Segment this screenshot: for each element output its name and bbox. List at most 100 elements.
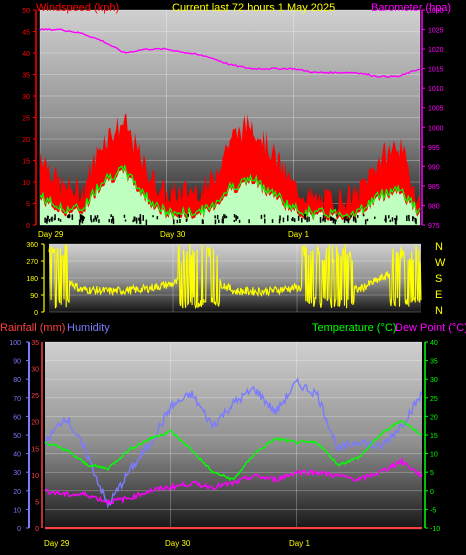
wind-calm-mark (366, 218, 369, 222)
windspeed-tick-label: 5 (26, 202, 30, 209)
wind-calm-mark (384, 215, 387, 221)
wind-calm-mark (138, 217, 141, 221)
wind-calm-mark (332, 218, 335, 224)
wind-calm-mark (291, 218, 293, 221)
temperature-tick-label: 30 (430, 377, 438, 384)
wind-calm-mark (82, 216, 85, 221)
barometer-tick-label: 995 (428, 145, 440, 152)
wind-calm-mark (335, 219, 337, 222)
wind-calm-mark (336, 214, 338, 217)
windspeed-tick-label: 25 (22, 116, 30, 123)
wind-calm-mark (90, 215, 92, 221)
wind-calm-mark (202, 219, 204, 224)
wind-calm-mark (271, 219, 274, 223)
temperature-tick-label: 5 (430, 470, 434, 477)
wind-calm-mark (78, 219, 81, 225)
humidity-tick-label: 30 (13, 470, 21, 477)
wind-calm-mark (81, 215, 83, 221)
wind-calm-mark (343, 217, 346, 223)
barometer-tick-label: 980 (428, 203, 440, 210)
direction-tick-label: 270 (26, 259, 38, 266)
direction-letter-e: E (435, 289, 442, 301)
direction-letter-w: W (435, 257, 446, 269)
wind-calm-mark (350, 215, 352, 218)
wind-calm-mark (179, 219, 181, 223)
wind-calm-mark (395, 215, 398, 221)
bottom-day-label-30: Day 30 (165, 539, 191, 548)
direction-tick-label: 360 (26, 242, 38, 249)
wind-calm-mark (96, 215, 99, 218)
temperature-tick-label: 35 (430, 359, 438, 366)
bottom-day-label-1: Day 1 (289, 539, 310, 548)
wind-calm-mark (282, 217, 285, 223)
wind-calm-mark (278, 219, 281, 224)
wind-calm-mark (287, 215, 289, 222)
barometer-tick-label: 1025 (428, 28, 444, 35)
direction-letter-n-bottom: N (435, 305, 443, 317)
wind-calm-mark (223, 214, 225, 217)
wind-calm-mark (260, 214, 263, 219)
wind-calm-mark (46, 218, 48, 224)
barometer-tick-label: 990 (428, 164, 440, 171)
wind-calm-mark (233, 214, 236, 218)
wind-calm-mark (135, 217, 138, 224)
windspeed-tick-label: 0 (26, 223, 30, 230)
wind-calm-mark (95, 217, 98, 222)
windspeed-tick-label: 20 (22, 137, 30, 144)
wind-calm-mark (112, 217, 114, 221)
temperature-tick-label: -5 (430, 507, 436, 514)
wind-calm-mark (152, 215, 154, 218)
barometer-tick-label: 1005 (428, 106, 444, 113)
top-day-label-1: Day 1 (288, 230, 309, 239)
humidity-tick-label: 10 (13, 507, 21, 514)
wind-calm-mark (238, 219, 241, 223)
windspeed-tick-label: 10 (22, 180, 30, 187)
wind-calm-mark (48, 219, 51, 223)
wind-calm-mark (412, 216, 415, 219)
temperature-tick-label: 0 (430, 489, 434, 496)
barometer-tick-label: 1030 (428, 8, 444, 15)
rainfall-tick-label: 0 (35, 526, 39, 533)
wind-calm-mark (248, 219, 250, 224)
wind-calm-mark (414, 217, 416, 223)
wind-calm-mark (123, 214, 126, 218)
humidity-tick-label: 60 (13, 414, 21, 421)
wind-calm-mark (297, 215, 300, 221)
barometer-tick-label: 1010 (428, 86, 444, 93)
humidity-tick-label: 100 (9, 340, 21, 347)
wind-calm-mark (225, 215, 228, 219)
windspeed-average-line (39, 163, 421, 220)
humidity-tick-label: 80 (13, 377, 21, 384)
wind-calm-mark (334, 219, 336, 225)
wind-calm-mark (176, 219, 179, 224)
wind-calm-mark (145, 219, 148, 226)
temperature-tick-label: 10 (430, 452, 438, 459)
barometer-tick-label: 1000 (428, 125, 444, 132)
wind-calm-mark (44, 217, 46, 223)
wind-calm-mark (233, 219, 236, 222)
wind-calm-mark (301, 217, 303, 223)
top-day-label-29: Day 29 (38, 230, 64, 239)
wind-calm-mark (112, 215, 114, 219)
barometer-tick-label: 1020 (428, 47, 444, 54)
rainfall-tick-label: 20 (31, 420, 39, 427)
wind-calm-mark (57, 218, 60, 221)
wind-calm-mark (357, 215, 359, 218)
wind-calm-mark (139, 219, 142, 225)
wind-calm-mark (139, 214, 142, 220)
wind-calm-mark (173, 219, 175, 225)
wind-calm-mark (388, 215, 390, 219)
windspeed-tick-label: 45 (22, 30, 30, 37)
wind-calm-mark (235, 215, 237, 221)
wind-calm-mark (304, 214, 306, 219)
barometer-tick-label: 975 (428, 223, 440, 230)
rainfall-tick-label: 25 (31, 393, 39, 400)
wind-calm-mark (347, 217, 350, 224)
wind-calm-mark (93, 218, 95, 222)
wind-calm-mark (47, 216, 49, 219)
temperature-axis-title: Temperature (°C) (312, 322, 396, 334)
temperature-tick-label: 20 (430, 414, 438, 421)
humidity-tick-label: 20 (13, 489, 21, 496)
humidity-tick-label: 90 (13, 359, 21, 366)
